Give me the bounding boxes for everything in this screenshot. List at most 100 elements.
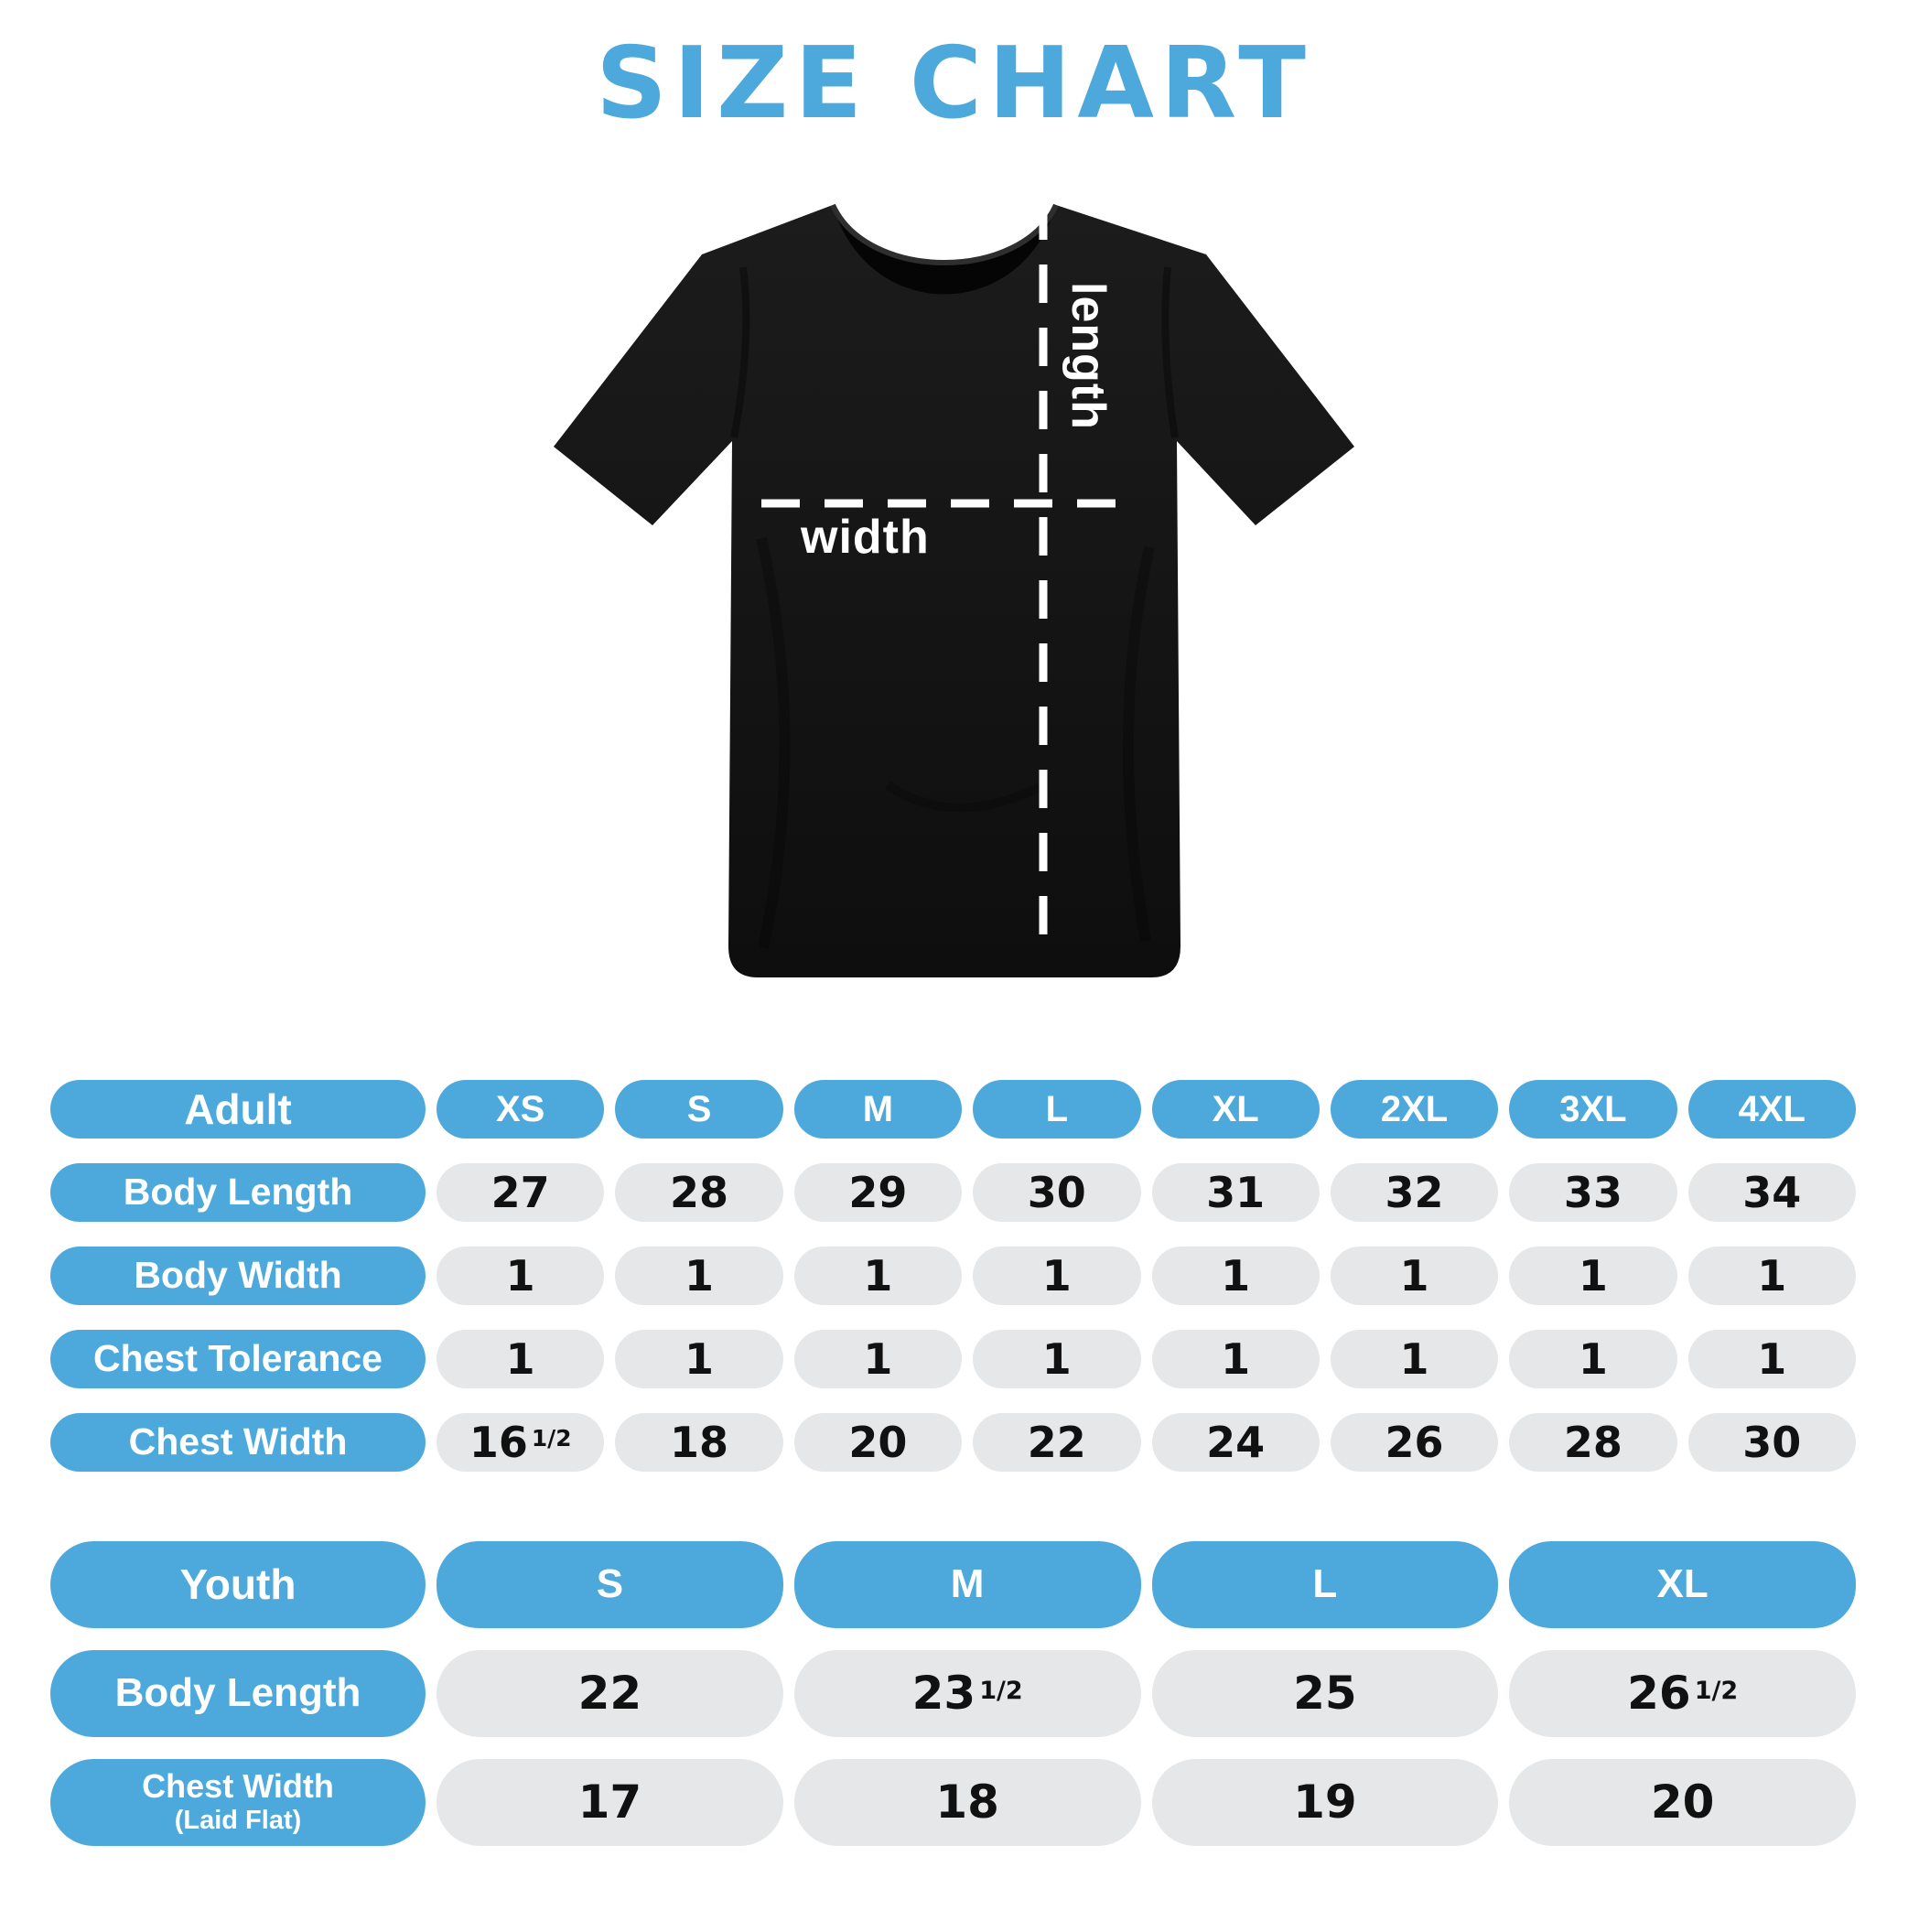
cell-value: 24 — [1206, 1417, 1266, 1467]
cell-value: 30 — [1027, 1167, 1086, 1217]
youth-table-header-label: Youth — [50, 1540, 426, 1628]
cell-value: 26 — [1385, 1417, 1444, 1467]
cell-value: 1 — [1221, 1333, 1251, 1384]
size-cell: 28 — [1509, 1412, 1677, 1472]
cell-value: 23 — [911, 1667, 976, 1721]
size-cell: 1 — [793, 1329, 963, 1388]
tshirt-diagram: length width — [522, 145, 1386, 1028]
size-cell: 32 — [1330, 1162, 1499, 1222]
row-label-sub: (Laid Flat) — [174, 1806, 302, 1836]
cell-value: 28 — [670, 1167, 729, 1217]
size-cell: 1 — [1509, 1329, 1677, 1388]
cell-value: 19 — [1293, 1775, 1357, 1829]
cell-value: 20 — [848, 1417, 908, 1467]
size-cell: 29 — [793, 1162, 963, 1222]
cell-value: 1 — [1041, 1333, 1072, 1384]
cell-value: 1 — [1399, 1250, 1429, 1301]
cell-value: 1 — [1757, 1250, 1787, 1301]
size-column-header: XL — [1151, 1079, 1320, 1139]
size-cell: 23 1/2 — [793, 1649, 1141, 1737]
cell-value: 1 — [685, 1333, 715, 1384]
cell-value: 1 — [1578, 1250, 1608, 1301]
cell-value: 1 — [505, 1250, 535, 1301]
size-cell: 17 — [437, 1758, 783, 1846]
size-cell: 30 — [973, 1162, 1141, 1222]
youth-size-table: Youth S M L XL Body Length 22 23 1/2 25 26 1/2 Chest… — [50, 1540, 1856, 1846]
size-cell: 1 — [615, 1246, 783, 1305]
size-cell: 1 — [615, 1329, 783, 1388]
cell-value: 17 — [577, 1775, 642, 1829]
size-column-header: L — [973, 1079, 1141, 1139]
width-label: width — [800, 511, 930, 564]
cell-value: 1 — [1757, 1333, 1787, 1384]
cell-value: 27 — [490, 1167, 550, 1217]
right-sleeve-seam — [1161, 266, 1179, 438]
size-cell: 1 — [1330, 1329, 1499, 1388]
size-column-header: M — [793, 1079, 963, 1139]
cell-value: 1 — [505, 1333, 535, 1384]
cell-value: 1 — [1399, 1333, 1429, 1384]
cell-value: 1 — [1221, 1250, 1251, 1301]
row-label: Chest Tolerance — [50, 1329, 426, 1388]
cell-value: 1 — [685, 1250, 715, 1301]
size-cell: 1 — [1151, 1246, 1320, 1305]
cell-value: 29 — [848, 1167, 908, 1217]
cell-value: 1 — [863, 1333, 893, 1384]
row-label-main: Chest Width — [142, 1767, 334, 1806]
cell-value: 20 — [1650, 1775, 1715, 1829]
size-cell: 27 — [437, 1162, 605, 1222]
size-column-header: S — [615, 1079, 783, 1139]
tshirt-svg: length width — [554, 200, 1354, 977]
cell-value: 1 — [1578, 1333, 1608, 1384]
cell-value: 31 — [1206, 1167, 1266, 1217]
collar-seam — [830, 203, 1059, 265]
cell-value: 18 — [935, 1775, 999, 1829]
size-cell: 1 — [1151, 1329, 1320, 1388]
collar-opening — [833, 204, 1056, 295]
cell-value: 22 — [577, 1667, 642, 1721]
cell-value-fraction: 1/2 — [1694, 1676, 1739, 1705]
size-cell: 16 1/2 — [437, 1412, 605, 1472]
size-column-header: 2XL — [1330, 1079, 1499, 1139]
row-label: Chest Width — [50, 1412, 426, 1472]
cell-value: 34 — [1742, 1167, 1802, 1217]
size-cell: 19 — [1151, 1758, 1499, 1846]
row-label: Chest Width (Laid Flat) — [50, 1758, 426, 1846]
size-cell: 24 — [1151, 1412, 1320, 1472]
wrinkle-3 — [885, 781, 1042, 813]
size-column-header: 3XL — [1509, 1079, 1677, 1139]
size-cell: 1 — [1687, 1246, 1856, 1305]
size-cell: 1 — [1687, 1329, 1856, 1388]
size-cell: 1 — [973, 1329, 1141, 1388]
size-cell: 22 — [437, 1649, 783, 1737]
size-column-header: S — [437, 1540, 783, 1628]
size-column-header: XS — [437, 1079, 605, 1139]
size-column-header: 4XL — [1687, 1079, 1856, 1139]
cell-value: 25 — [1293, 1667, 1357, 1721]
cell-value: 30 — [1742, 1417, 1802, 1467]
length-label: length — [1062, 282, 1115, 430]
row-label: Body Width — [50, 1246, 426, 1305]
size-cell: 1 — [1509, 1246, 1677, 1305]
cell-value: 1 — [863, 1250, 893, 1301]
size-cell: 18 — [793, 1758, 1141, 1846]
size-cell: 20 — [1509, 1758, 1856, 1846]
size-cell: 1 — [437, 1246, 605, 1305]
size-cell: 30 — [1687, 1412, 1856, 1472]
adult-size-table: Adult XS S M L XL 2XL 3XL 4XL Body Length 27 28 29 30… — [50, 1079, 1856, 1472]
size-cell: 34 — [1687, 1162, 1856, 1222]
wrinkle-1 — [756, 536, 791, 949]
size-cell: 26 1/2 — [1509, 1649, 1856, 1737]
tshirt-silhouette — [554, 204, 1354, 977]
size-cell: 1 — [973, 1246, 1141, 1305]
cell-value: 28 — [1563, 1417, 1622, 1467]
size-cell: 22 — [973, 1412, 1141, 1472]
cell-value: 22 — [1027, 1417, 1086, 1467]
cell-value: 33 — [1563, 1167, 1622, 1217]
cell-value: 32 — [1385, 1167, 1444, 1217]
size-column-header: M — [793, 1540, 1141, 1628]
left-sleeve-seam — [730, 266, 750, 438]
row-label: Body Length — [50, 1649, 426, 1737]
size-cell: 28 — [615, 1162, 783, 1222]
size-cell: 25 — [1151, 1649, 1499, 1737]
